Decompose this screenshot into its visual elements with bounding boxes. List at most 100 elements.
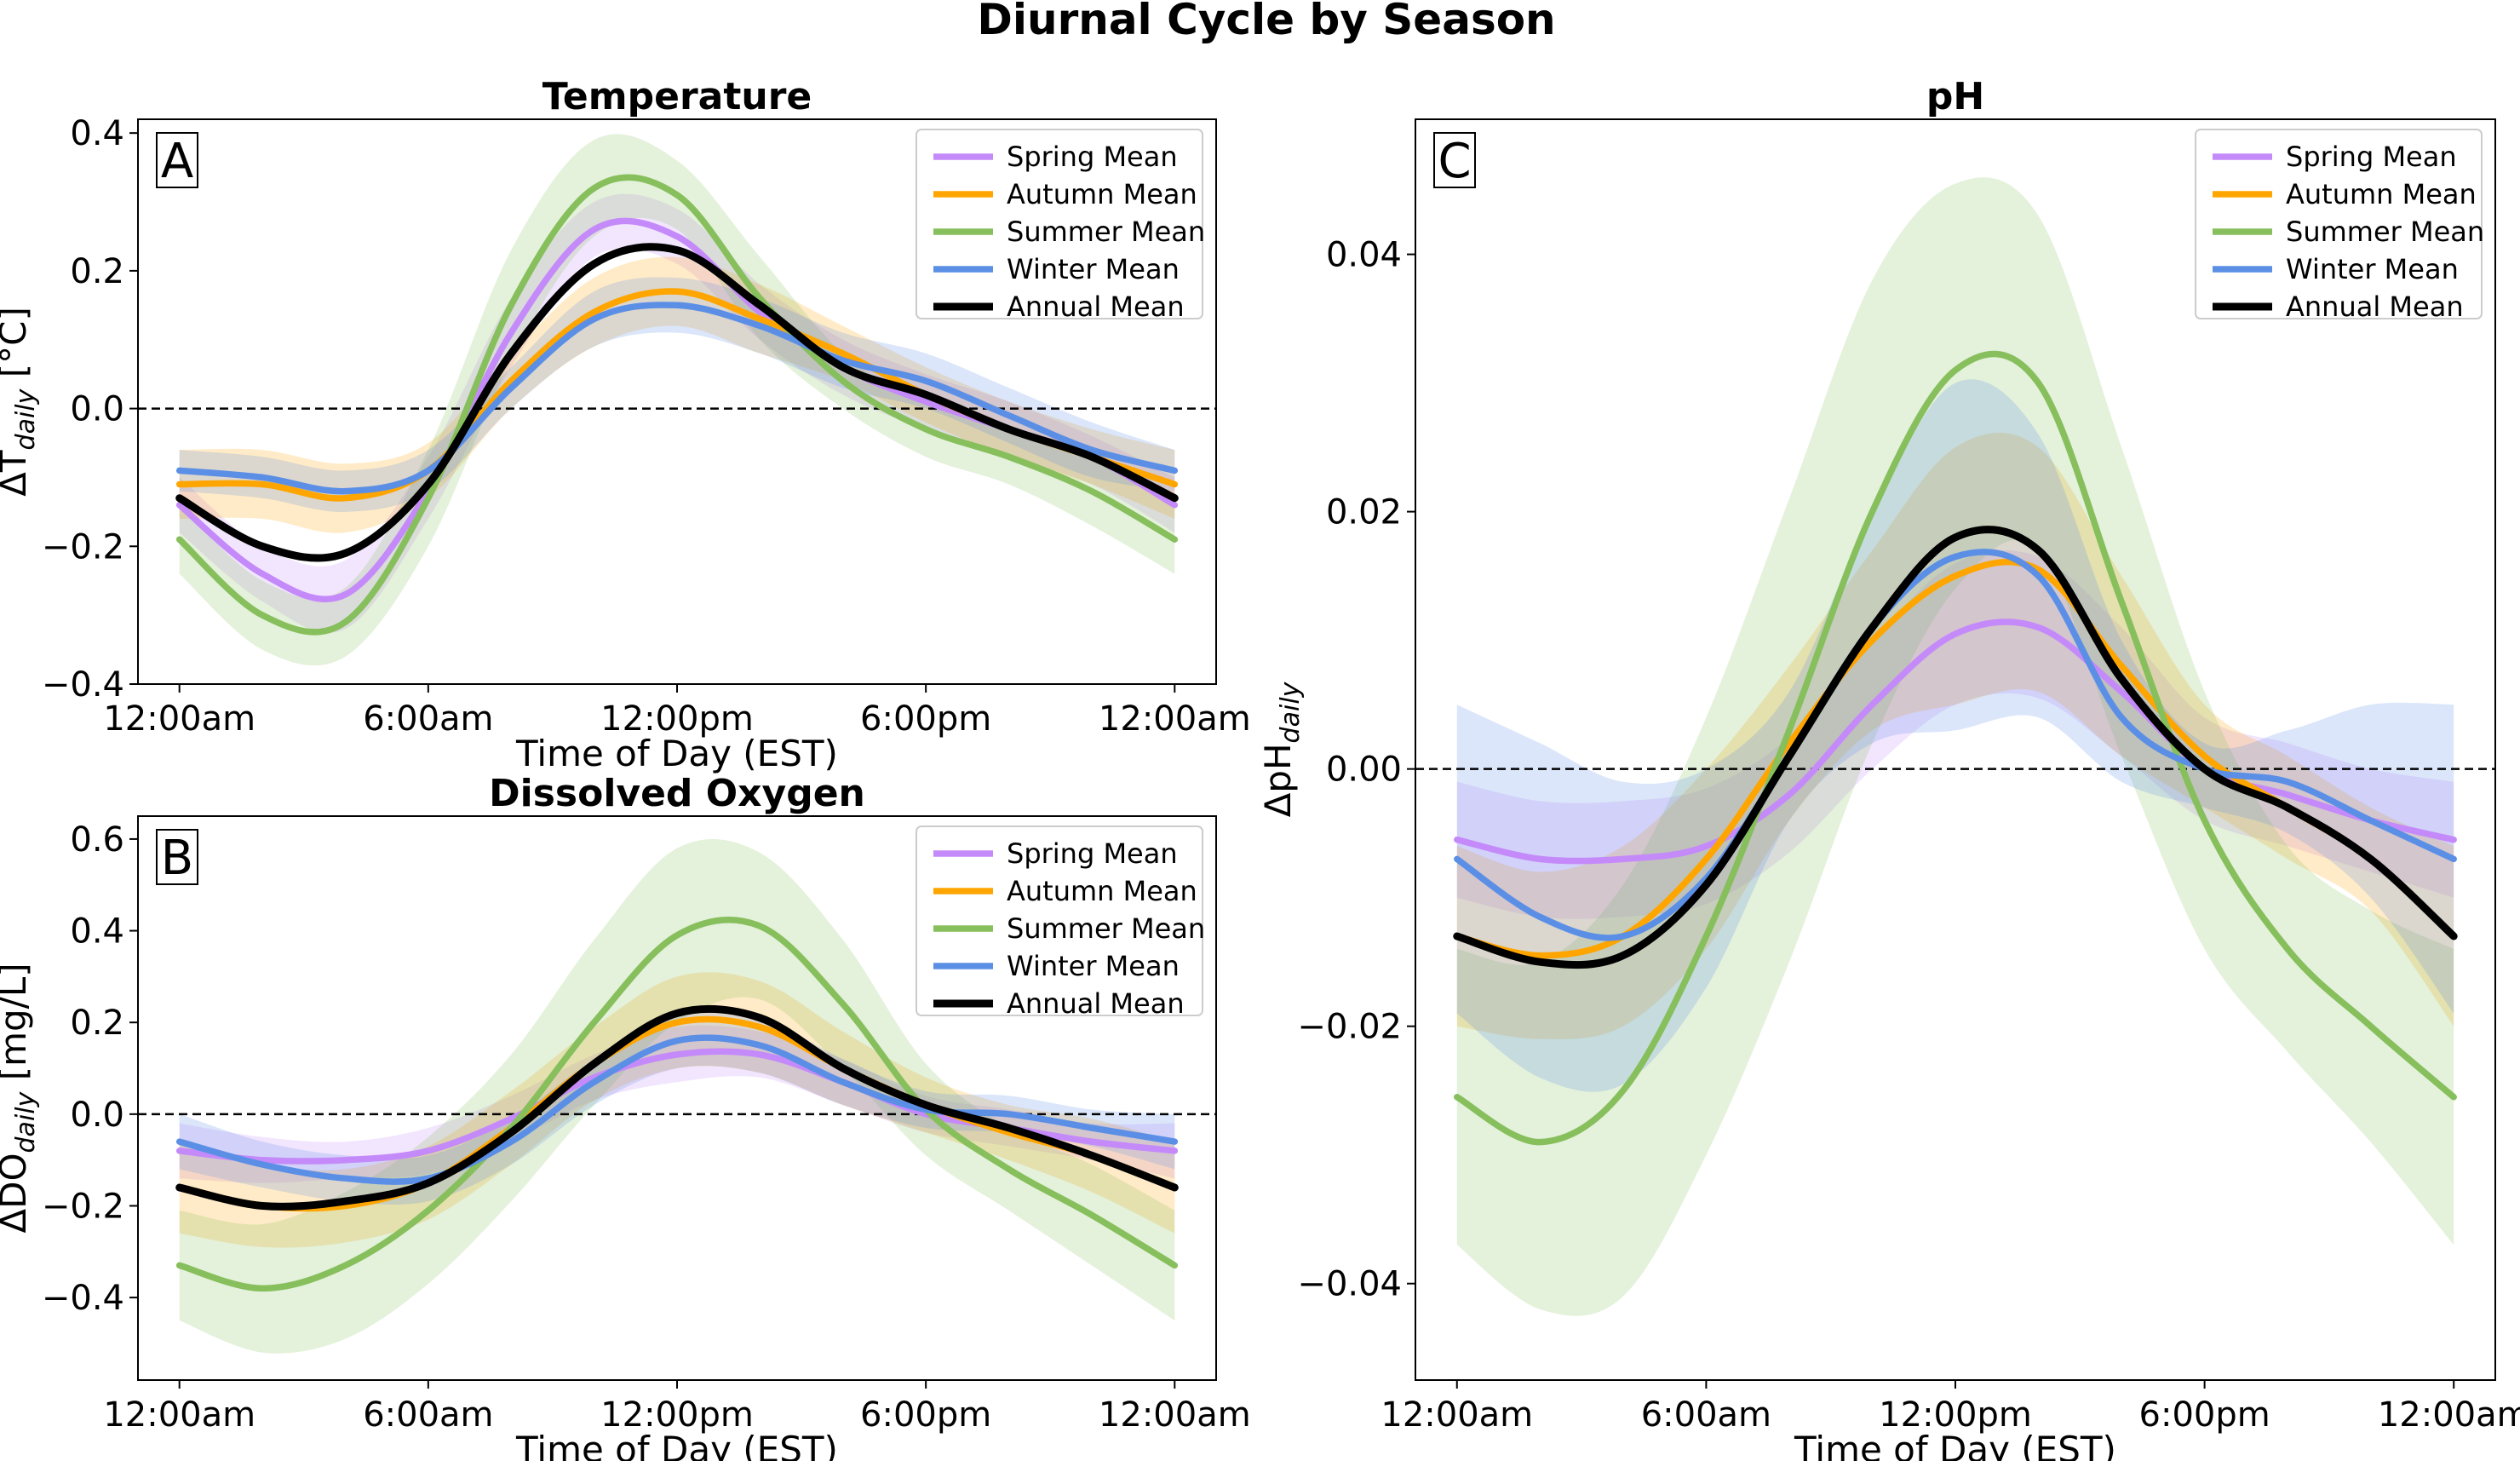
panel-letter: C: [1438, 134, 1471, 189]
y-tick-label: −0.4: [42, 1279, 124, 1318]
winter-band: [179, 277, 1175, 512]
legend-item-annual: Annual Mean: [933, 987, 1185, 1020]
legend-item-spring: Spring Mean: [2213, 141, 2457, 173]
legend-label: Autumn Mean: [1007, 875, 1197, 907]
x-tick-label: 12:00pm: [600, 699, 754, 739]
y-tick-label: 0.00: [1326, 751, 1402, 790]
spring-band: [179, 1025, 1175, 1183]
y-tick-label: −0.4: [42, 665, 124, 705]
legend-label: Spring Mean: [1007, 141, 1178, 173]
panel-letter-box: [1433, 132, 1476, 188]
y-tick-label: −0.2: [42, 527, 124, 567]
legend-item-summer: Summer Mean: [933, 216, 1205, 248]
legend-item-winter: Winter Mean: [933, 950, 1180, 982]
x-tick-label: 6:00pm: [860, 1395, 991, 1435]
y-tick-label: 0.6: [70, 820, 124, 860]
x-tick-label: 12:00pm: [1879, 1395, 2032, 1435]
spring-mean-line: [1454, 618, 2457, 865]
x-tick-label: 6:00am: [1641, 1395, 1771, 1435]
legend-item-summer: Summer Mean: [2213, 216, 2484, 248]
summer-band: [1456, 177, 2454, 1316]
legend: Spring Mean Autumn Mean Summer Mean Winter …: [916, 825, 1205, 1020]
legend-label: Winter Mean: [1007, 950, 1180, 982]
legend-item-summer: Summer Mean: [933, 912, 1205, 945]
y-tick-label: 0.2: [70, 1004, 124, 1043]
x-tick-label: 12:00am: [1099, 699, 1251, 739]
y-tick-label: 0.4: [70, 912, 124, 952]
legend-label: Winter Mean: [2286, 253, 2459, 285]
panel-letter-box: [156, 829, 198, 885]
legend-item-autumn: Autumn Mean: [2213, 178, 2477, 210]
legend-item-winter: Winter Mean: [933, 253, 1180, 285]
legend-item-annual: Annual Mean: [933, 290, 1185, 323]
panel-letter-box: [156, 132, 198, 188]
legend-label: Annual Mean: [2286, 290, 2464, 323]
legend-label: Annual Mean: [1007, 290, 1185, 323]
legend-label: Autumn Mean: [1007, 178, 1197, 210]
legend: Spring Mean Autumn Mean Summer Mean Winter …: [916, 129, 1205, 323]
y-tick-label: 0.4: [70, 114, 124, 153]
legend-item-spring: Spring Mean: [933, 141, 1178, 173]
winter-mean-line: [175, 1034, 1179, 1185]
panel-c: −0.04 −0.02 0.00 0.02 0.04 12:00am 6:00am 12:00…: [1257, 75, 2520, 1461]
legend: Spring Mean Autumn Mean Summer Mean Winter …: [2195, 129, 2484, 323]
spring-band: [1456, 550, 2454, 919]
summer-band: [179, 134, 1175, 666]
y-tick-label: −0.04: [1297, 1265, 1402, 1304]
legend-item-annual: Annual Mean: [2213, 290, 2464, 323]
winter-mean-line: [175, 302, 1179, 495]
annual-mean-line: [1453, 526, 2458, 969]
panel-a: −0.4 −0.2 0.0 0.2 0.4 12:00am 6:00am 12:00pm 6:0…: [0, 75, 1251, 774]
panel-title: pH: [1926, 75, 1984, 118]
y-label-unit: [mg/L]: [0, 963, 34, 1091]
figure-title: Diurnal Cycle by Season: [977, 0, 1555, 44]
autumn-band: [179, 256, 1175, 533]
legend-label: Annual Mean: [1007, 987, 1185, 1020]
x-axis-label: Time of Day (EST): [1794, 1429, 2116, 1461]
y-label-subscript: daily: [11, 1090, 41, 1153]
x-tick-label: 12:00am: [103, 1395, 255, 1435]
legend-label: Summer Mean: [1007, 912, 1205, 945]
x-tick-label: 12:00am: [1381, 1395, 1533, 1435]
x-tick-label: 12:00am: [1099, 1395, 1251, 1435]
y-axis-label: ΔDOdaily [mg/L]: [0, 963, 41, 1233]
y-tick-label: −0.02: [1297, 1008, 1402, 1047]
y-tick-label: 0.0: [70, 390, 124, 429]
y-label-main: ΔT: [0, 450, 34, 497]
annual-mean-line: [175, 1004, 1179, 1211]
x-tick-label: 6:00pm: [860, 699, 991, 739]
x-tick-label: 12:00pm: [600, 1395, 754, 1435]
y-axis-label: ΔpHdaily: [1257, 681, 1306, 817]
legend-label: Summer Mean: [1007, 216, 1205, 248]
panel-letter: A: [161, 134, 193, 189]
legend-item-winter: Winter Mean: [2213, 253, 2459, 285]
plot-area: [138, 838, 1216, 1354]
y-axis-label: ΔTdaily [°C]: [0, 307, 41, 497]
legend-item-spring: Spring Mean: [933, 837, 1178, 870]
summer-mean-line: [175, 916, 1179, 1292]
y-label-main: ΔpH: [1257, 743, 1299, 817]
x-tick-label: 6:00am: [363, 1395, 493, 1435]
y-tick-label: 0.2: [70, 252, 124, 291]
panel-title: Temperature: [542, 75, 812, 118]
x-tick-label: 12:00am: [2378, 1395, 2520, 1435]
legend-label: Summer Mean: [2286, 216, 2484, 248]
winter-band: [179, 1009, 1175, 1205]
plot-area: [138, 134, 1216, 666]
x-tick-label: 6:00pm: [2139, 1395, 2270, 1435]
y-tick-label: 0.04: [1326, 236, 1402, 275]
y-label-subscript: daily: [11, 388, 41, 450]
summer-mean-line: [1454, 350, 2457, 1146]
autumn-mean-line: [175, 1015, 1179, 1212]
annual-mean-line: [175, 243, 1179, 562]
legend-item-autumn: Autumn Mean: [933, 178, 1197, 210]
legend-label: Winter Mean: [1007, 253, 1180, 285]
summer-mean-line: [175, 174, 1179, 636]
y-tick-label: 0.02: [1326, 493, 1402, 532]
legend-label: Spring Mean: [1007, 837, 1178, 870]
panel-title: Dissolved Oxygen: [489, 772, 865, 815]
y-label-main: ΔDO: [0, 1153, 34, 1233]
y-tick-label: −0.2: [42, 1187, 124, 1226]
legend-item-autumn: Autumn Mean: [933, 875, 1197, 907]
